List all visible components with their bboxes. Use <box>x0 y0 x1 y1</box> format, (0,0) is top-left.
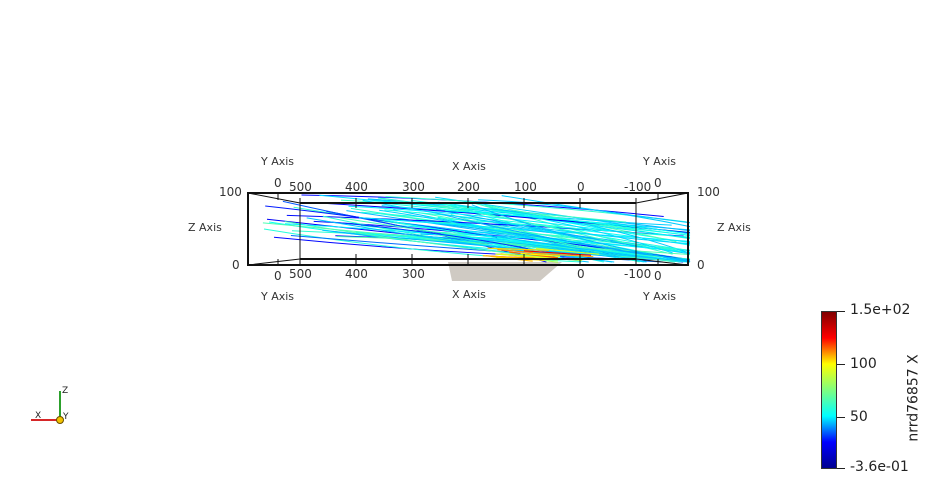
x-axis-title-bottom: X Axis <box>452 288 486 301</box>
streamline <box>501 195 691 224</box>
streamline <box>306 217 615 263</box>
streamline-hot <box>495 253 532 257</box>
streamline <box>488 230 691 254</box>
x-tick-top-400: 400 <box>345 180 368 194</box>
streamline <box>265 205 498 238</box>
scalar-bar-tick-100 <box>837 364 845 365</box>
orientation-axes-widget: Z X Y <box>31 386 69 424</box>
streamline-hot <box>520 252 561 257</box>
x-tick-top-0: 0 <box>577 180 585 194</box>
streamline-hot <box>531 252 594 258</box>
x-tick-top-100: 100 <box>514 180 537 194</box>
streamline <box>326 221 528 250</box>
y-axis-title-bottom-right: Y Axis <box>643 290 677 303</box>
scalar-bar-min-label: -3.6e-01 <box>850 459 909 475</box>
z-axis-title-left: Z Axis <box>188 221 222 234</box>
streamline <box>336 236 691 256</box>
z-tick-0-left: 0 <box>232 258 240 272</box>
streamline <box>441 233 691 253</box>
x-tick-top-200: 200 <box>457 180 480 194</box>
scalar-bar-50-label: 50 <box>850 409 868 425</box>
axis-tick-marks <box>277 193 659 266</box>
y-tick-bottom-left: 0 <box>274 269 282 283</box>
scalar-bar-tick-max <box>837 311 845 312</box>
x-tick-top-500: 500 <box>289 180 312 194</box>
streamline-hot <box>535 247 600 255</box>
orientation-y-label: Y <box>62 412 69 422</box>
scalar-bar-tick-min <box>837 468 845 469</box>
scalar-bar-tick-50 <box>837 417 845 418</box>
x-tick-bottom-400: 400 <box>345 267 368 281</box>
streamline <box>464 230 691 263</box>
z-tick-100-right: 100 <box>697 185 720 199</box>
y-axis-title-top-right: Y Axis <box>643 155 677 168</box>
streamlines <box>262 194 691 263</box>
x-tick-bottom-500: 500 <box>289 267 312 281</box>
streamline-hot <box>497 249 534 254</box>
x-axis-title-top: X Axis <box>452 160 486 173</box>
streamline <box>437 201 673 254</box>
streamline <box>358 217 691 242</box>
orientation-x-label: X <box>35 411 41 421</box>
z-tick-100-left: 100 <box>219 185 242 199</box>
scalar-bar-100-label: 100 <box>850 356 877 372</box>
streamline <box>444 203 691 251</box>
scalar-bar-gradient[interactable] <box>821 311 837 469</box>
streamline <box>421 235 647 263</box>
x-tick-bottom-neg100: -100 <box>624 267 652 281</box>
y-tick-top-right: 0 <box>654 176 662 190</box>
streamline-hot <box>487 247 550 251</box>
scalar-bar-max-label: 1.5e+02 <box>850 302 911 318</box>
streamline <box>471 204 691 263</box>
z-tick-0-right: 0 <box>697 258 705 272</box>
streamline <box>489 208 691 254</box>
x-tick-top-300: 300 <box>402 180 425 194</box>
y-axis-title-bottom-left: Y Axis <box>261 290 295 303</box>
x-tick-top-neg100: -100 <box>624 180 652 194</box>
y-axis-title-top-left: Y Axis <box>261 155 295 168</box>
scalar-bar-title: nrrd76857 X <box>905 354 922 442</box>
streamline <box>362 199 691 245</box>
streamline-hot <box>509 251 559 259</box>
surface-mesh <box>448 262 562 281</box>
orientation-z-label: Z <box>62 386 68 396</box>
y-tick-top-left: 0 <box>274 176 282 190</box>
streamline <box>284 223 691 263</box>
streamline <box>445 210 691 235</box>
x-tick-bottom-0: 0 <box>577 267 585 281</box>
z-axis-title-right: Z Axis <box>717 221 751 234</box>
x-tick-bottom-300: 300 <box>402 267 425 281</box>
streamline <box>284 221 571 261</box>
y-tick-bottom-right: 0 <box>654 269 662 283</box>
